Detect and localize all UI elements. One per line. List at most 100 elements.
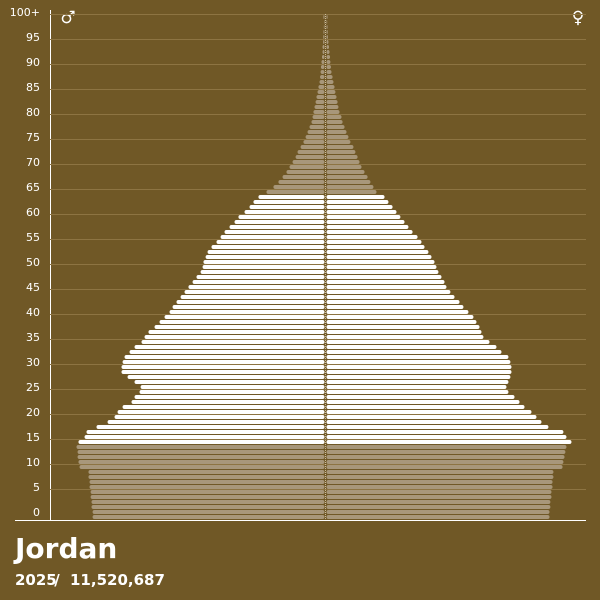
bar xyxy=(326,45,329,49)
y-tick-label: 15 xyxy=(26,431,40,444)
bar xyxy=(76,445,325,449)
bar xyxy=(326,390,509,394)
bar xyxy=(326,240,422,244)
bar xyxy=(321,60,325,64)
bar xyxy=(326,105,339,109)
bar xyxy=(326,60,331,64)
y-tick-label: 85 xyxy=(26,81,40,94)
bar xyxy=(323,20,325,24)
bar xyxy=(184,290,325,294)
bar xyxy=(326,505,551,509)
bar xyxy=(315,100,325,104)
y-tick-label: 50 xyxy=(26,256,40,269)
bar xyxy=(326,365,512,369)
bar xyxy=(326,120,343,124)
bar xyxy=(238,215,325,219)
bar xyxy=(326,290,451,294)
bar xyxy=(326,220,405,224)
bar xyxy=(314,105,325,109)
bar xyxy=(292,160,325,164)
bar xyxy=(114,415,325,419)
bar xyxy=(326,40,329,44)
y-tick-label: 40 xyxy=(26,306,40,319)
bar xyxy=(326,280,445,284)
bar xyxy=(192,280,325,284)
bar xyxy=(326,445,567,449)
bar xyxy=(326,275,442,279)
bar xyxy=(154,325,325,329)
bar xyxy=(316,95,325,99)
bar xyxy=(303,140,325,144)
bar xyxy=(84,435,325,439)
bar xyxy=(234,220,325,224)
bar xyxy=(203,260,325,264)
bar xyxy=(326,335,484,339)
bar xyxy=(326,470,554,474)
bar xyxy=(326,205,393,209)
bar xyxy=(326,135,349,139)
bar xyxy=(121,365,325,369)
bar xyxy=(326,355,509,359)
bar xyxy=(134,345,325,349)
bar xyxy=(326,515,550,519)
bar xyxy=(134,395,325,399)
bar xyxy=(134,380,325,384)
y-tick-label: 45 xyxy=(26,281,40,294)
bar xyxy=(220,235,325,239)
bar xyxy=(78,460,325,464)
bar xyxy=(326,20,328,24)
bar xyxy=(326,115,342,119)
bar xyxy=(326,385,507,389)
bar xyxy=(326,15,328,19)
y-tick-label: 95 xyxy=(26,31,40,44)
bar xyxy=(148,330,325,334)
bar xyxy=(326,350,502,354)
y-tick-label: 35 xyxy=(26,331,40,344)
bar xyxy=(249,205,325,209)
bar xyxy=(326,230,413,234)
bar xyxy=(79,465,325,469)
bar xyxy=(286,170,325,174)
bar xyxy=(266,190,325,194)
bar xyxy=(326,90,336,94)
bar xyxy=(326,215,401,219)
bar xyxy=(326,420,542,424)
bar xyxy=(313,110,325,114)
bar xyxy=(127,375,325,379)
bar xyxy=(200,270,325,274)
bar xyxy=(318,85,325,89)
bar xyxy=(326,200,389,204)
bar xyxy=(326,300,460,304)
bar xyxy=(326,225,409,229)
y-tick-label: 20 xyxy=(26,406,40,419)
bar xyxy=(244,210,325,214)
bar xyxy=(326,475,554,479)
bar xyxy=(326,130,347,134)
bar xyxy=(326,270,439,274)
legend-male: ♂ xyxy=(60,8,75,28)
bar xyxy=(176,300,325,304)
bar xyxy=(326,155,358,159)
legend-female: ♀ xyxy=(572,8,584,28)
total-population: 11,520,687 xyxy=(70,571,165,589)
bar xyxy=(92,515,325,519)
bar xyxy=(326,190,377,194)
bar xyxy=(326,35,328,39)
bar xyxy=(320,75,325,79)
bar xyxy=(131,400,325,404)
bar xyxy=(326,95,337,99)
bar xyxy=(188,285,325,289)
bar xyxy=(77,455,325,459)
y-tick-label: 60 xyxy=(26,206,40,219)
bar xyxy=(326,305,464,309)
bar xyxy=(326,160,360,164)
y-tick-label: 90 xyxy=(26,56,40,69)
bar xyxy=(326,400,520,404)
bar xyxy=(326,500,551,504)
bar xyxy=(91,505,325,509)
year: 2025 xyxy=(15,571,57,589)
y-tick-label: 80 xyxy=(26,106,40,119)
bar xyxy=(326,50,330,54)
chart-title: Jordan xyxy=(13,532,117,565)
bar xyxy=(211,245,325,249)
